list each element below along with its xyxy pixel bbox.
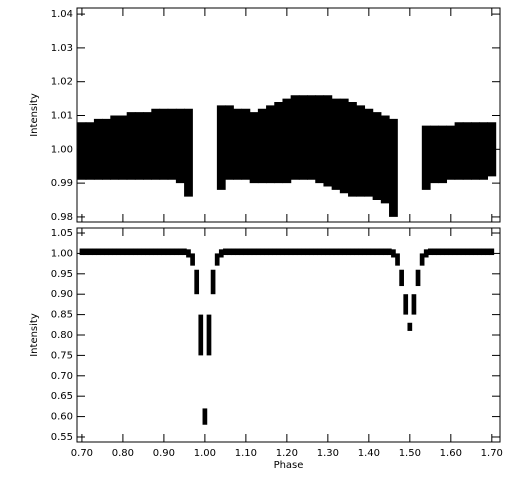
y-tick-label: 0.75 bbox=[51, 350, 73, 361]
y-tick-label: 1.02 bbox=[51, 77, 73, 88]
y-tick-label: 0.95 bbox=[51, 269, 73, 280]
y-tick-label: 0.98 bbox=[51, 212, 73, 223]
x-tick-label: 1.60 bbox=[440, 448, 462, 459]
x-tick-label: 1.20 bbox=[276, 448, 298, 459]
y-tick-label: 1.00 bbox=[51, 144, 73, 155]
y-tick-label: 0.85 bbox=[51, 310, 73, 321]
y-tick-label: 1.01 bbox=[51, 111, 73, 122]
x-tick-label: 0.90 bbox=[153, 448, 175, 459]
y-tick-label: 0.99 bbox=[51, 178, 73, 189]
y-axis-label: Intensity bbox=[29, 313, 40, 357]
y-tick-label: 0.55 bbox=[51, 432, 73, 443]
y-tick-label: 0.80 bbox=[51, 330, 73, 341]
y-tick-label: 0.65 bbox=[51, 391, 73, 402]
x-tick-label: 0.70 bbox=[71, 448, 93, 459]
y-tick-label: 1.00 bbox=[51, 248, 73, 259]
x-tick-label: 1.10 bbox=[235, 448, 257, 459]
x-tick-label: 1.70 bbox=[481, 448, 503, 459]
x-tick-label: 1.50 bbox=[399, 448, 421, 459]
y-tick-label: 0.60 bbox=[51, 412, 73, 423]
y-tick-label: 1.03 bbox=[51, 43, 73, 54]
x-tick-label: 1.30 bbox=[317, 448, 339, 459]
x-tick-label: 0.80 bbox=[112, 448, 134, 459]
y-tick-label: 1.04 bbox=[51, 9, 73, 20]
x-axis-label: Phase bbox=[274, 460, 304, 471]
y-tick-label: 1.05 bbox=[51, 228, 73, 239]
plot-frame bbox=[76, 7, 501, 223]
x-tick-label: 1.40 bbox=[358, 448, 380, 459]
y-tick-label: 0.70 bbox=[51, 371, 73, 382]
plot-frame bbox=[76, 227, 501, 443]
y-axis-label: Intensity bbox=[29, 93, 40, 137]
x-tick-label: 1.00 bbox=[194, 448, 216, 459]
y-tick-label: 0.90 bbox=[51, 289, 73, 300]
